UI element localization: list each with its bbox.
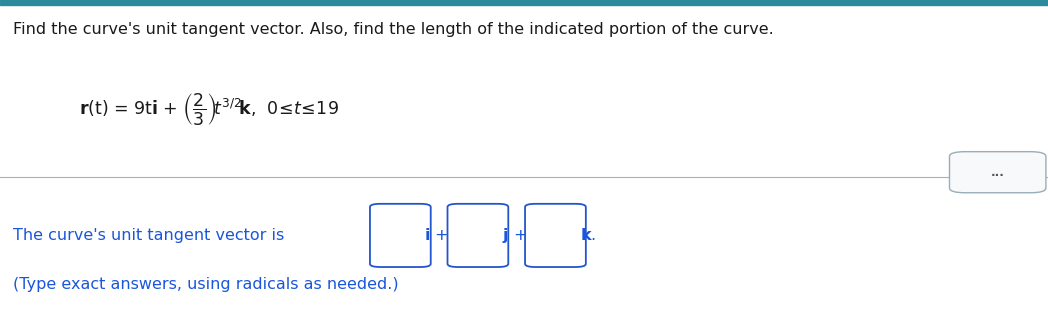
Text: ...: ... xyxy=(990,166,1005,179)
FancyBboxPatch shape xyxy=(447,204,508,267)
Text: $\mathbf{k}$.: $\mathbf{k}$. xyxy=(580,228,595,243)
Text: $\mathbf{i}$ +: $\mathbf{i}$ + xyxy=(424,228,449,243)
Text: The curve's unit tangent vector is: The curve's unit tangent vector is xyxy=(13,228,289,243)
FancyBboxPatch shape xyxy=(525,204,586,267)
Text: $\mathbf{r}$(t) = 9t$\mathbf{i}$ + $\left(\dfrac{2}{3}\right)\!t^{3/2}\!\mathbf{: $\mathbf{r}$(t) = 9t$\mathbf{i}$ + $\lef… xyxy=(79,91,339,127)
FancyBboxPatch shape xyxy=(370,204,431,267)
Text: (Type exact answers, using radicals as needed.): (Type exact answers, using radicals as n… xyxy=(13,277,398,292)
Text: Find the curve's unit tangent vector. Also, find the length of the indicated por: Find the curve's unit tangent vector. Al… xyxy=(13,22,773,37)
Text: $\mathbf{j}$ +: $\mathbf{j}$ + xyxy=(502,226,527,245)
Bar xyxy=(0,0,1048,5)
FancyBboxPatch shape xyxy=(949,152,1046,193)
